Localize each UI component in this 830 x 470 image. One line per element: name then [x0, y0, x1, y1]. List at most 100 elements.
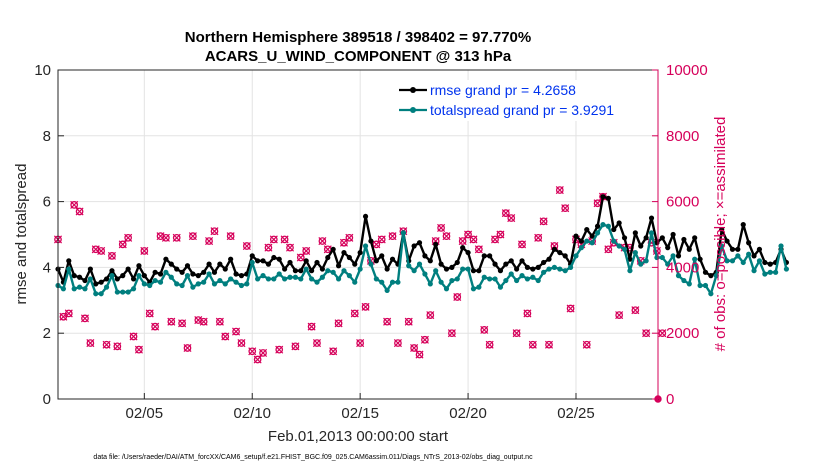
- spread-point: [384, 287, 390, 294]
- obs-possible-marker: [464, 230, 472, 239]
- rmse-point: [136, 263, 142, 269]
- rmse-point: [427, 258, 433, 264]
- obs-possible-marker: [97, 247, 106, 255]
- obs-point: [80, 314, 90, 323]
- obs-assimilated-marker: [631, 306, 640, 315]
- obs-assimilated-marker: [124, 233, 133, 242]
- rmse-point: [179, 269, 185, 275]
- obs-assimilated-marker: [485, 340, 494, 349]
- obs-possible-marker: [86, 339, 95, 347]
- spread-point: [271, 276, 277, 282]
- obs-point: [134, 345, 143, 354]
- obs-point: [334, 319, 343, 328]
- y-right-tick-label: 6000: [666, 194, 699, 211]
- spread-point: [136, 273, 142, 279]
- rmse-point: [487, 253, 493, 259]
- spread-point: [373, 276, 379, 282]
- obs-possible-marker: [216, 317, 224, 326]
- spread-point: [729, 258, 736, 264]
- obs-assimilated-marker: [593, 199, 602, 208]
- obs-possible-marker: [280, 235, 289, 244]
- spread-point: [573, 253, 579, 259]
- obs-possible-marker: [291, 342, 300, 351]
- obs-point: [507, 214, 516, 223]
- spread-point: [422, 271, 428, 277]
- rmse-point: [411, 243, 417, 249]
- obs-assimilated-marker: [539, 217, 548, 226]
- obs-assimilated-marker: [442, 232, 451, 241]
- obs-assimilated-marker: [167, 317, 176, 326]
- legend: rmse grand pr = 4.2658 totalspread grand…: [396, 80, 652, 121]
- spread-point: [341, 268, 347, 274]
- obs-possible-marker: [253, 355, 262, 364]
- spread-point: [551, 264, 558, 270]
- obs-assimilated-marker: [183, 343, 192, 353]
- rmse-point: [584, 226, 590, 233]
- obs-point: [383, 317, 392, 326]
- obs-point: [97, 246, 106, 255]
- obs-point: [86, 339, 95, 348]
- obs-assimilated-marker: [80, 314, 90, 323]
- obs-possible-marker: [221, 332, 230, 341]
- rmse-point: [481, 253, 487, 259]
- spread-point: [503, 277, 509, 284]
- rmse-point: [670, 231, 676, 238]
- spread-point: [492, 276, 498, 282]
- rmse-point: [303, 258, 309, 264]
- spread-point: [276, 271, 282, 277]
- spread-point: [179, 282, 185, 289]
- x-axis-label: Feb.01,2013 00:00:00 start: [268, 428, 449, 445]
- spread-point: [60, 286, 66, 292]
- obs-assimilated-marker: [248, 347, 257, 356]
- obs-assimilated-marker: [145, 309, 154, 318]
- rmse-line: [56, 195, 788, 286]
- obs-possible-marker: [453, 293, 462, 301]
- rmse-point: [379, 253, 385, 259]
- obs-possible-marker: [615, 311, 624, 319]
- spread-point: [767, 269, 773, 275]
- obs-possible-marker: [167, 317, 176, 326]
- rmse-point: [341, 249, 347, 256]
- rmse-point: [627, 256, 633, 262]
- obs-possible-marker: [496, 230, 505, 239]
- obs-assimilated-marker: [329, 347, 338, 356]
- obs-point: [410, 343, 419, 353]
- obs-point: [124, 233, 133, 242]
- spread-point: [519, 273, 525, 279]
- obs-assimilated-marker: [544, 340, 554, 349]
- obs-assimilated-marker: [199, 317, 208, 326]
- obs-point: [280, 235, 289, 244]
- obs-assimilated-marker: [172, 233, 181, 242]
- obs-assimilated-marker: [410, 343, 419, 353]
- obs-assimilated-marker: [296, 253, 305, 262]
- obs-possible-marker: [237, 339, 246, 347]
- spread-point: [476, 284, 482, 290]
- obs-possible-marker: [377, 235, 386, 244]
- rmse-point: [675, 253, 682, 259]
- obs-assimilated-marker: [528, 340, 537, 349]
- spread-point: [611, 238, 617, 244]
- spread-point: [594, 230, 601, 236]
- y-right-tick-label: 2000: [666, 325, 699, 342]
- spread-point: [567, 264, 574, 270]
- obs-possible-marker: [415, 350, 424, 359]
- rmse-point: [201, 269, 207, 275]
- obs-possible-marker: [286, 243, 294, 252]
- obs-point: [210, 227, 219, 236]
- obs-point: [469, 235, 478, 244]
- spread-point: [783, 266, 790, 272]
- spread-point: [632, 249, 638, 256]
- rmse-point: [729, 246, 736, 252]
- spread-point: [470, 286, 477, 292]
- obs-assimilated-marker: [253, 355, 262, 364]
- rmse-point: [697, 256, 703, 262]
- spread-point: [427, 281, 433, 287]
- spread-point: [298, 276, 304, 282]
- rmse-point: [454, 259, 460, 266]
- spread-point: [346, 273, 352, 279]
- obs-point: [339, 238, 348, 247]
- spread-point: [719, 243, 725, 249]
- rmse-point: [557, 249, 563, 256]
- spread-point: [438, 279, 444, 285]
- obs-assimilated-marker: [377, 235, 386, 244]
